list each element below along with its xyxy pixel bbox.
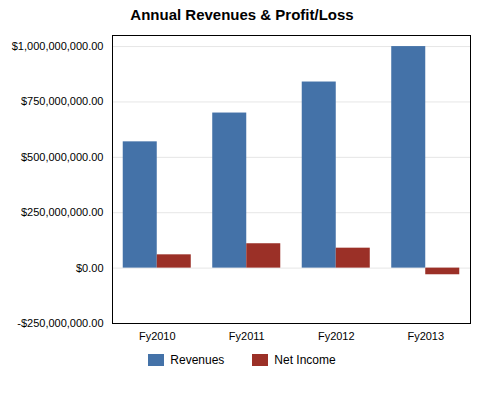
- html-text:Net Income: Net Income: [274, 353, 336, 367]
- svg-text:Fy2012: Fy2012: [318, 330, 355, 342]
- html-text:Revenues: Revenues: [170, 353, 225, 367]
- svg-text:Fy2013: Fy2013: [407, 330, 444, 342]
- svg-text:$0.00: $0.00: [76, 262, 104, 274]
- html-text:Annual Revenues & Profit/Loss: Annual Revenues & Profit/Loss: [130, 6, 354, 23]
- svg-text:-$250,000,000.00: -$250,000,000.00: [17, 317, 103, 329]
- svg-text:Fy2011: Fy2011: [229, 330, 265, 342]
- svg-text:$1,000,000,000.00: $1,000,000,000.00: [12, 40, 104, 52]
- svg-text:$250,000,000.00: $250,000,000.00: [21, 206, 104, 218]
- svg-text:$750,000,000.00: $750,000,000.00: [21, 95, 104, 107]
- svg-text:Fy2010: Fy2010: [139, 330, 176, 342]
- svg-text:$500,000,000.00: $500,000,000.00: [21, 151, 104, 163]
